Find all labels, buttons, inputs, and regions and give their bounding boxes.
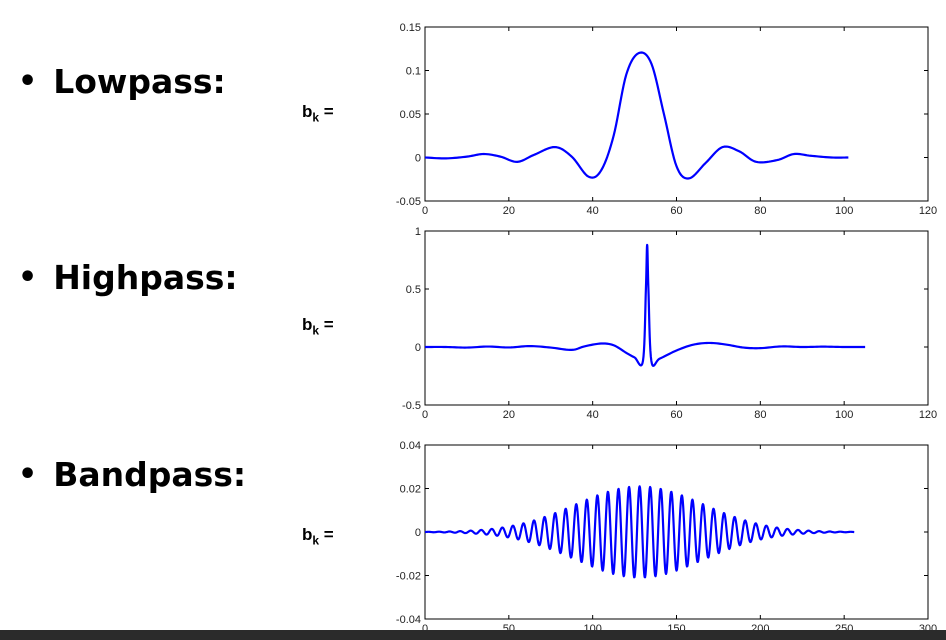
x-tick-label: 100 [835,205,853,217]
y-tick-label: 0.04 [400,440,421,452]
series-line-bandpass [424,485,855,579]
x-tick-label: 0 [422,409,428,421]
x-tick-label: 80 [754,205,766,217]
chart-highpass: 0 20 40 60 80 100 120-0.500.51 [402,226,937,421]
bk-label-bandpass: bk = [302,525,334,547]
x-tick-label: 80 [754,409,766,421]
x-tick-label: 120 [919,205,937,217]
y-tick-label: 0.1 [406,66,421,78]
bk-label-lowpass: bk = [302,102,334,124]
x-tick-label: 40 [587,409,599,421]
x-tick-label: 100 [835,409,853,421]
y-tick-label: 0.02 [400,484,421,496]
bk-symbol: b [302,525,313,544]
bullet-highpass: • Highpass: [18,258,238,297]
bk-symbol: b [302,315,313,334]
axes-frame [424,26,929,202]
bullet-dot: • [18,260,38,295]
bullet-bandpass: • Bandpass: [18,455,246,494]
y-tick-label: 0.05 [400,109,421,121]
x-tick-label: 60 [670,409,682,421]
bullet-label-bandpass: Bandpass: [53,455,247,494]
y-tick-label: 0 [415,527,421,539]
y-tick-label: -0.5 [402,400,421,412]
y-tick-label: -0.05 [396,196,421,208]
bk-symbol: b [302,102,313,121]
x-tick-label: 20 [503,409,515,421]
bk-subscript: k [312,110,320,125]
series-line-lowpass [424,51,849,180]
bk-subscript: k [312,533,320,548]
bullet-dot: • [18,457,38,492]
axes-frame [424,230,929,406]
bullet-dot: • [18,64,38,99]
bk-subscript: k [312,323,320,338]
y-tick-label: 0 [415,342,421,354]
x-tick-label: 0 [422,205,428,217]
bullet-label-highpass: Highpass: [53,258,238,297]
y-tick-label: 0.15 [400,22,421,34]
bk-equals: = [319,525,334,544]
bk-label-highpass: bk = [302,315,334,337]
y-tick-label: 1 [415,226,421,238]
bk-equals: = [319,315,334,334]
x-tick-label: 120 [919,409,937,421]
x-tick-label: 20 [503,205,515,217]
bullet-lowpass: • Lowpass: [18,62,226,101]
y-tick-label: -0.02 [396,571,421,583]
bullet-label-lowpass: Lowpass: [53,62,226,101]
y-tick-label: -0.04 [396,614,421,626]
series-line-highpass [425,243,867,367]
x-tick-label: 0 [422,623,428,635]
y-tick-label: 0 [415,153,421,165]
bottom-bar [0,630,946,640]
x-tick-label: 40 [587,205,599,217]
bk-equals: = [319,102,334,121]
x-tick-label: 60 [670,205,682,217]
y-tick-label: 0.5 [406,284,421,296]
